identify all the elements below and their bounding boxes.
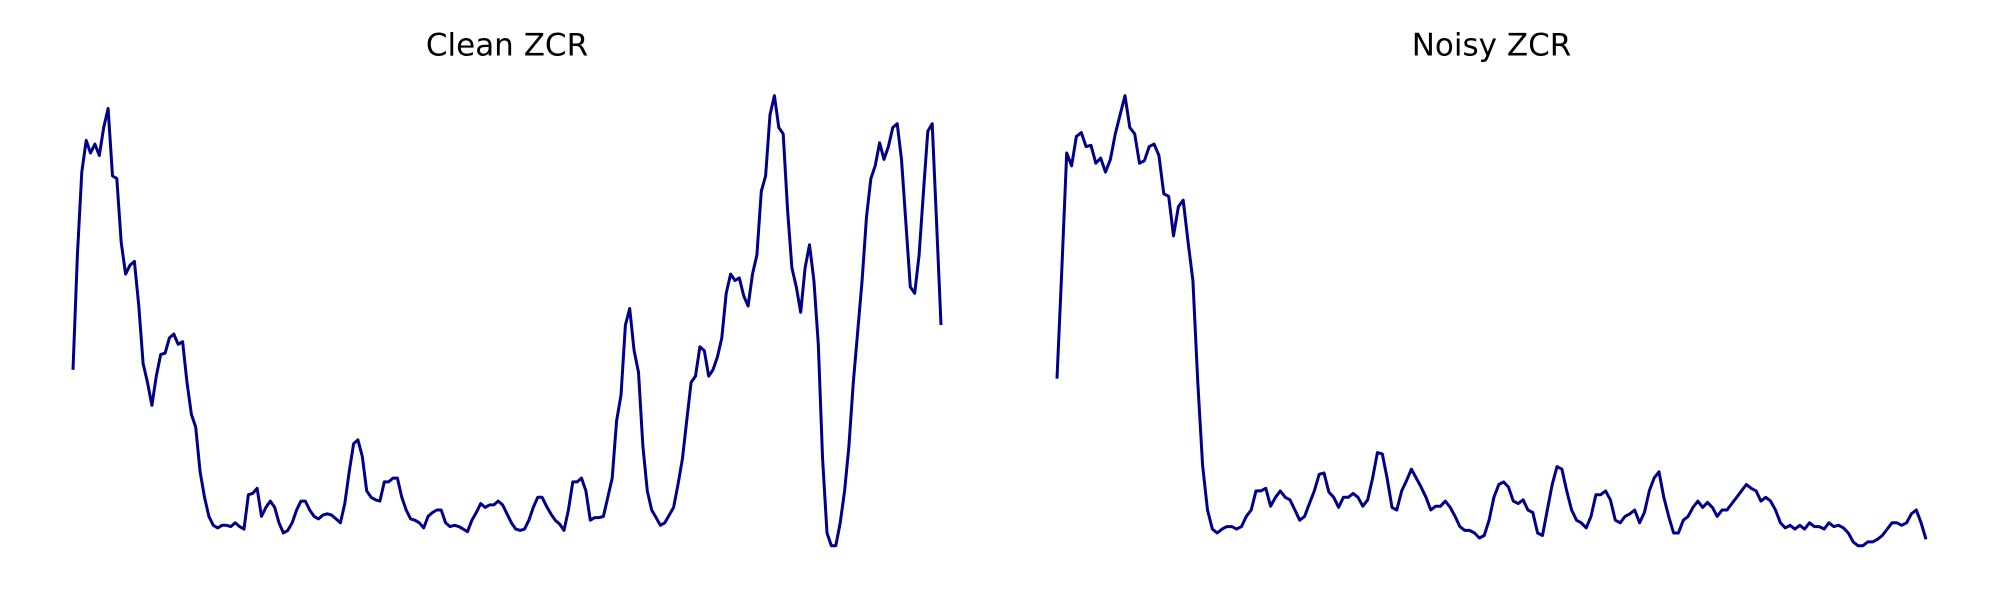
zcr-line bbox=[1055, 94, 1928, 548]
chart-title: Clean ZCR bbox=[426, 28, 588, 64]
zcr-line bbox=[71, 94, 943, 548]
chart-title: Noisy ZCR bbox=[1412, 28, 1572, 64]
